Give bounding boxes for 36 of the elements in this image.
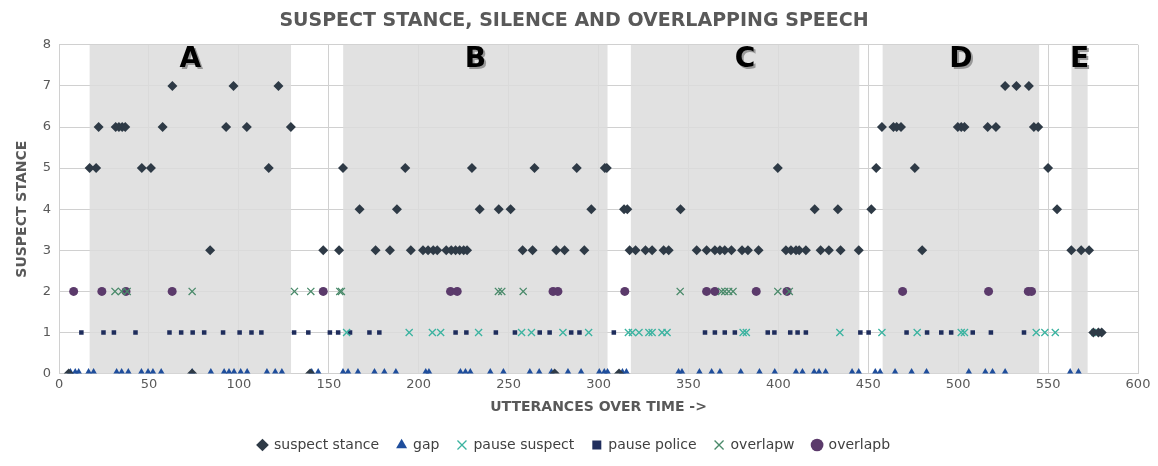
x-tick-label: 200 <box>406 375 432 391</box>
band-label: C <box>736 43 758 77</box>
x-tick-label: 500 <box>945 375 971 391</box>
x-tick-label: 50 <box>140 375 158 391</box>
x-tick-label: 300 <box>586 375 611 391</box>
band-label: E <box>1069 41 1090 75</box>
y-axis-title: SUSPECT STANCE <box>13 140 30 278</box>
y-tick-label: 5 <box>42 159 52 175</box>
x-tick-label: 550 <box>1035 375 1061 391</box>
legend-label: gap <box>413 435 440 452</box>
x-axis-title: UTTERANCES OVER TIME -> <box>490 398 707 415</box>
x-tick-label: 100 <box>226 375 252 391</box>
y-tick-label: 4 <box>42 200 52 216</box>
band-label: A <box>179 41 202 75</box>
band-label: B <box>466 43 489 77</box>
x-tick-label: 400 <box>765 375 791 391</box>
y-tick-label: 3 <box>42 241 52 257</box>
x-tick-label: 0 <box>54 375 64 391</box>
chart-title: SUSPECT STANCE, SILENCE AND OVERLAPPING SPEECH <box>279 8 869 31</box>
y-tick-label: 6 <box>42 118 52 134</box>
y-tick-label: 8 <box>42 36 52 52</box>
band-label: D <box>951 43 975 77</box>
legend-label: overlapb <box>828 435 891 452</box>
x-tick-label: 600 <box>1125 375 1151 391</box>
x-tick-label: 150 <box>316 375 342 391</box>
legend-label: pause police <box>608 435 697 452</box>
y-tick-label: 7 <box>42 77 52 93</box>
y-tick-label: 0 <box>42 364 52 380</box>
legend-label: suspect stance <box>273 435 380 452</box>
y-tick-label: 1 <box>42 323 52 339</box>
x-tick-label: 350 <box>676 375 701 391</box>
x-tick-label: 450 <box>855 375 881 391</box>
legend-label: pause suspect <box>473 435 575 452</box>
y-tick-label: 2 <box>42 282 52 298</box>
x-tick-label: 250 <box>496 375 522 391</box>
legend-label: overlapw <box>730 435 795 452</box>
